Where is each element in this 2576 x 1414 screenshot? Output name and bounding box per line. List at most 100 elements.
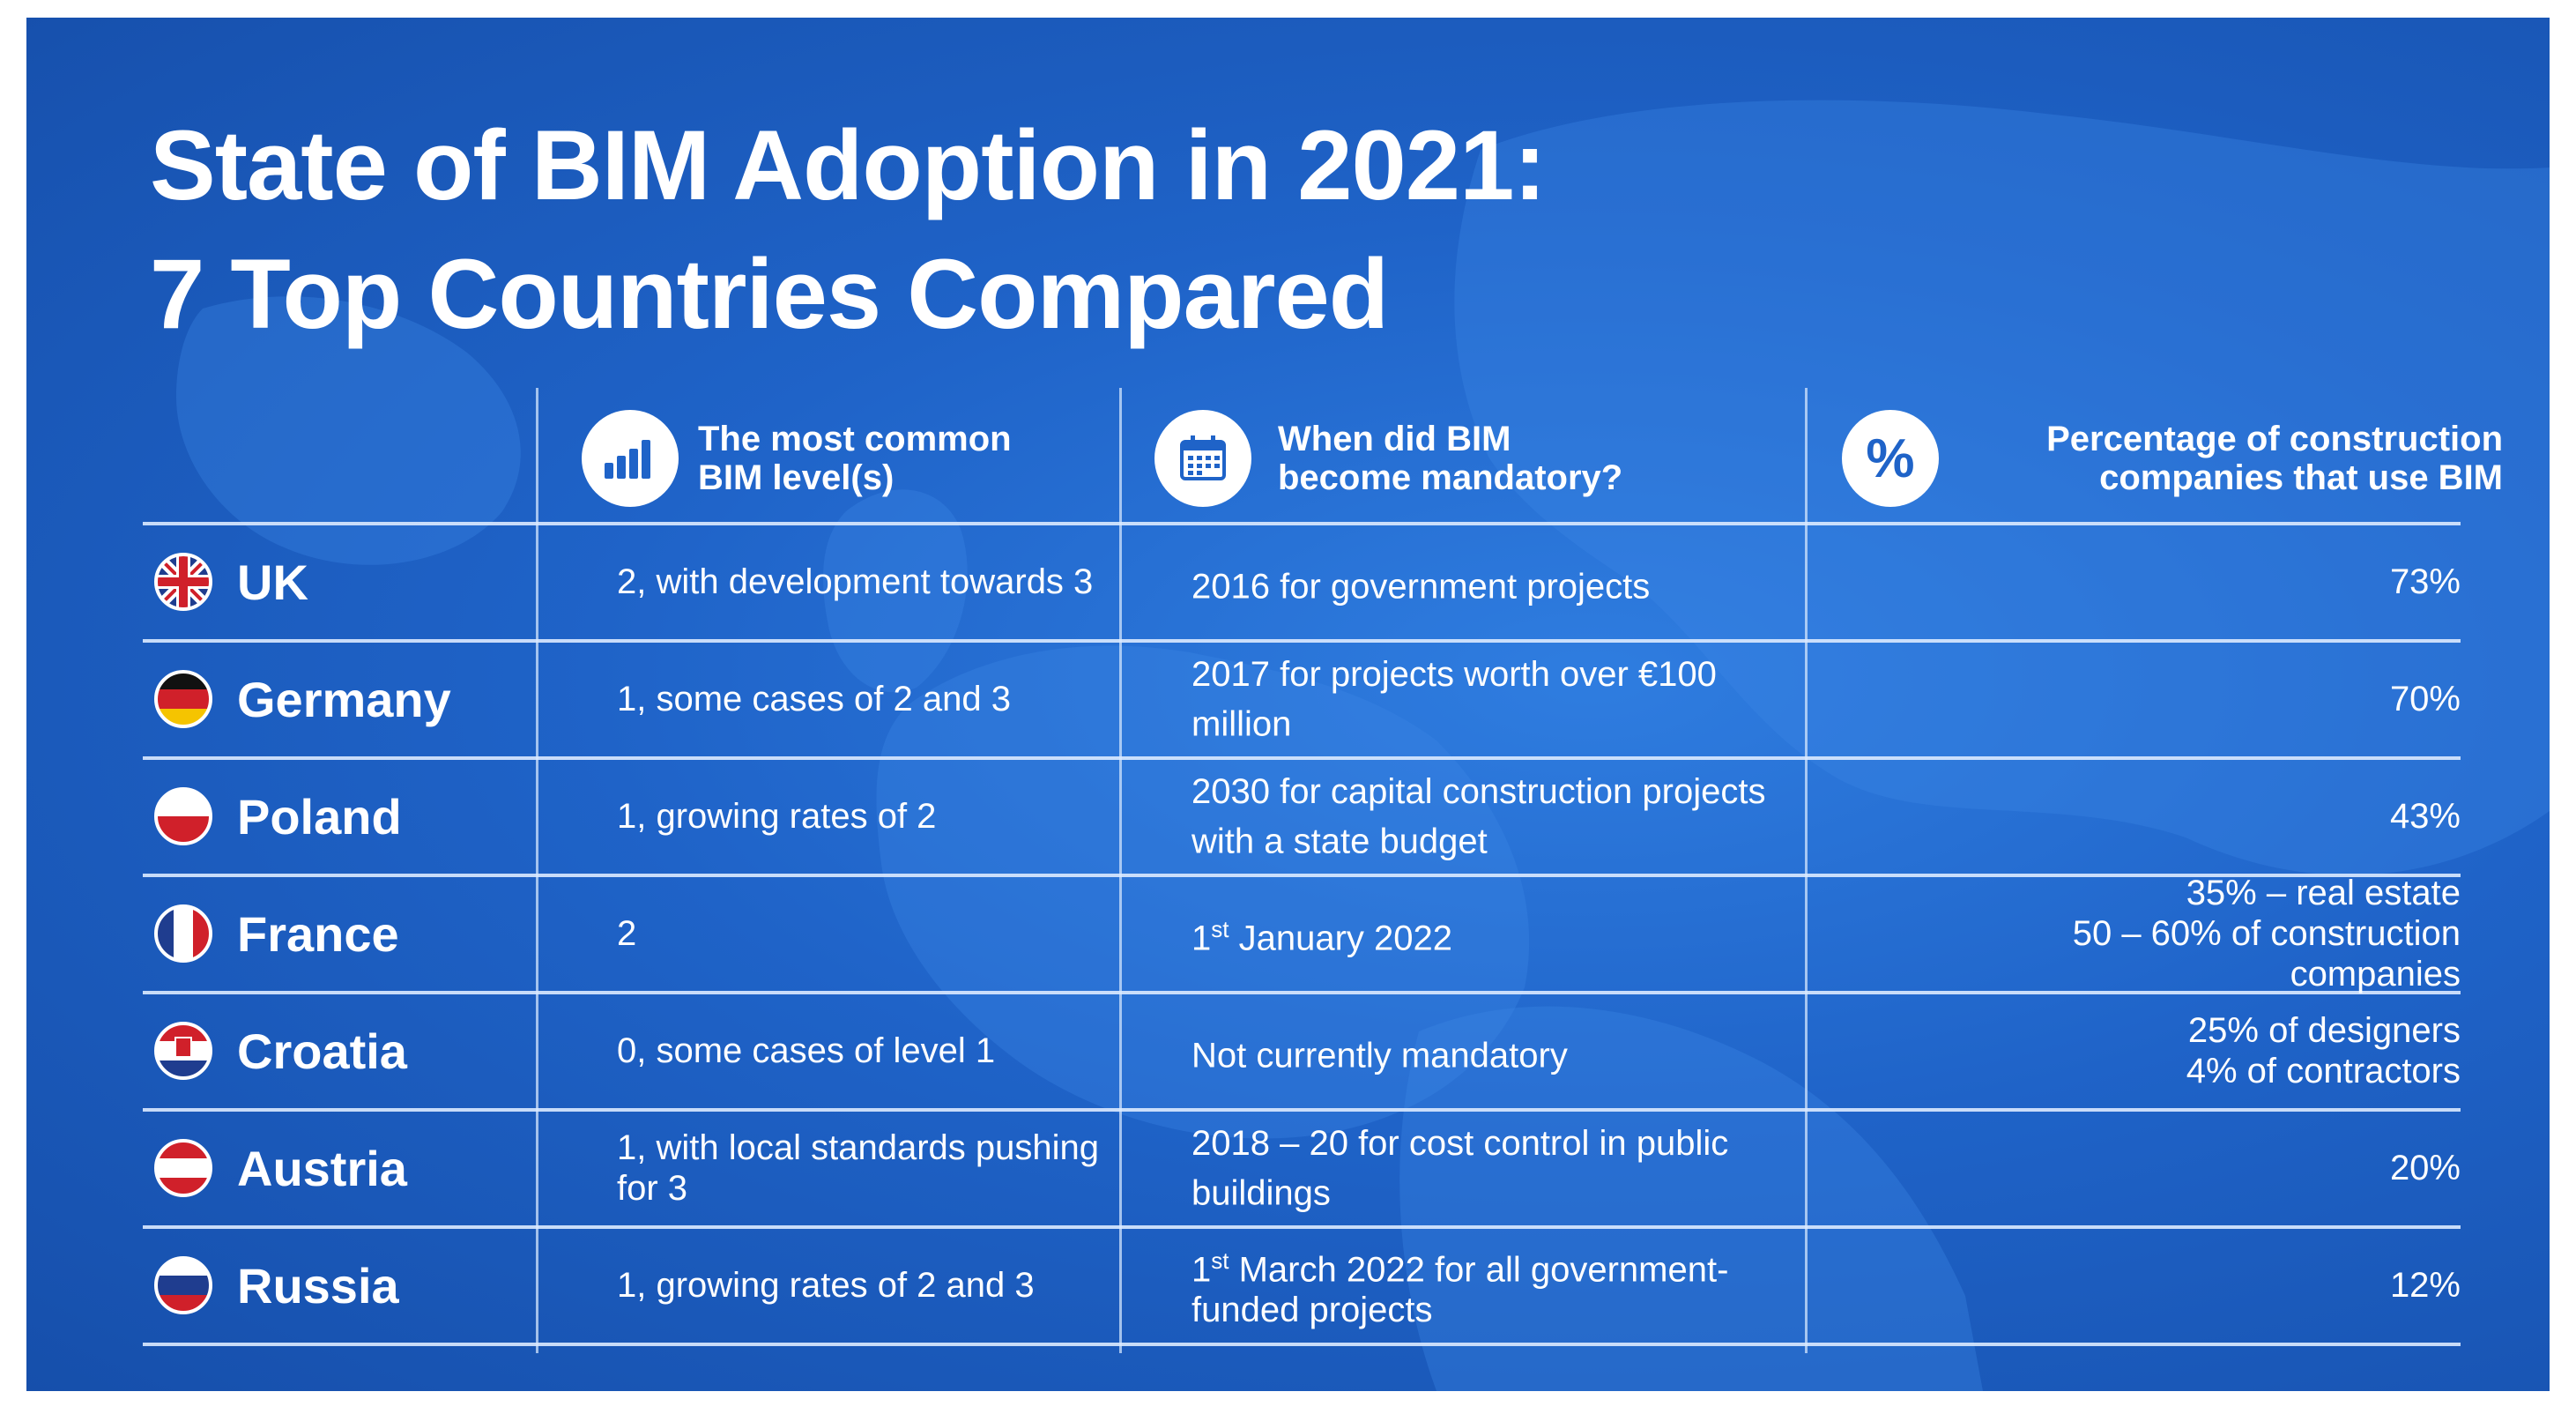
- percentage-value: 25% of designers: [2187, 1011, 2461, 1050]
- country-name: Austria: [237, 1140, 407, 1196]
- bim-level-text: 1, growing rates of 2: [617, 797, 937, 836]
- bim-level-cell: 2: [617, 876, 1110, 991]
- percentage-cell: 73%: [1897, 525, 2461, 639]
- percentage-cell: 25% of designers 4% of contractors: [1897, 994, 2461, 1108]
- mandatory-main: 2030 for capital construction projects w…: [1191, 771, 1766, 861]
- mandatory-main: 1: [1191, 919, 1212, 958]
- bim-level-cell: 2, with development towards 3: [617, 525, 1110, 639]
- country-name: Poland: [237, 788, 402, 845]
- mandatory-text: 2016 for government projects: [1191, 557, 1650, 607]
- header-mandatory-label: When did BIM become mandatory?: [1278, 420, 1623, 497]
- header-bim-level: The most common BIM level(s): [582, 388, 1068, 529]
- percent-icon: %: [1842, 410, 1939, 507]
- percentage-value-secondary: 50 – 60% of construction companies: [2072, 914, 2461, 994]
- russia-flag-icon: [154, 1256, 212, 1314]
- title-line-2: 7 Top Countries Compared: [150, 239, 1389, 349]
- uk-flag-icon: [154, 553, 212, 611]
- mandatory-text: Not currently mandatory: [1191, 1026, 1568, 1075]
- percentage-cell: 70%: [1897, 642, 2461, 756]
- croatia-flag-icon: [154, 1022, 212, 1080]
- mandatory-ordinal: st: [1211, 915, 1229, 942]
- percentage-value: 70%: [2389, 680, 2461, 718]
- mandatory-text: 2018 – 20 for cost control in public bui…: [1191, 1123, 1791, 1213]
- bim-level-text: 2, with development towards 3: [617, 562, 1094, 601]
- mandatory-text: 2030 for capital construction projects w…: [1191, 771, 1791, 861]
- mandatory-main: 2016 for government projects: [1191, 567, 1651, 607]
- bim-level-text: 0, some cases of level 1: [617, 1031, 996, 1070]
- row-divider: [143, 639, 2461, 643]
- column-divider: [1805, 388, 1808, 1353]
- bim-level-text: 1, growing rates of 2 and 3: [617, 1266, 1035, 1305]
- mandatory-text: 1st January 2022: [1191, 909, 1452, 958]
- mandatory-cell: 2030 for capital construction projects w…: [1191, 759, 1791, 874]
- bim-level-text: 2: [617, 914, 637, 953]
- mandatory-cell: 2017 for projects worth over €100 millio…: [1191, 642, 1791, 756]
- country-name: France: [237, 905, 399, 962]
- country-name: Russia: [237, 1257, 399, 1314]
- column-divider: [536, 388, 538, 1353]
- column-divider: [1119, 388, 1122, 1353]
- bim-level-cell: 1, with local standards pushing for 3: [617, 1111, 1110, 1225]
- row-divider: [143, 756, 2461, 760]
- infographic-title: State of BIM Adoption in 2021: 7 Top Cou…: [150, 101, 1547, 359]
- world-map-background: [176, 100, 2550, 1391]
- percentage-cell: 20%: [1897, 1111, 2461, 1225]
- percent-symbol: %: [1866, 428, 1915, 489]
- country-label: Poland: [154, 759, 402, 874]
- country-label: Austria: [154, 1111, 407, 1225]
- percentage-cell: 43%: [1897, 759, 2461, 874]
- country-label: Croatia: [154, 994, 407, 1108]
- mandatory-cell: 2018 – 20 for cost control in public bui…: [1191, 1111, 1791, 1225]
- row-divider: [143, 522, 2461, 525]
- bim-level-text: 1, with local standards pushing for 3: [617, 1128, 1099, 1208]
- bim-level-cell: 1, growing rates of 2: [617, 759, 1110, 874]
- country-name: UK: [237, 554, 308, 610]
- header-percentage: % Percentage of construction companies t…: [1842, 388, 2503, 529]
- row-divider: [143, 1108, 2461, 1112]
- row-divider: [143, 991, 2461, 994]
- bim-level-cell: 0, some cases of level 1: [617, 994, 1110, 1108]
- germany-flag-icon: [154, 670, 212, 728]
- mandatory-main: 2018 – 20 for cost control in public bui…: [1191, 1123, 1729, 1213]
- bim-level-cell: 1, growing rates of 2 and 3: [617, 1228, 1110, 1343]
- austria-flag-icon: [154, 1139, 212, 1197]
- mandatory-text: 2017 for projects worth over €100 millio…: [1191, 654, 1791, 744]
- header-percentage-label: Percentage of construction companies tha…: [2046, 420, 2503, 497]
- mandatory-cell: 1st March 2022 for all government-funded…: [1191, 1228, 1791, 1343]
- mandatory-ordinal: st: [1211, 1247, 1229, 1274]
- country-label: UK: [154, 525, 308, 639]
- row-divider: [143, 874, 2461, 877]
- row-divider: [143, 1343, 2461, 1346]
- percentage-value: 73%: [2389, 562, 2461, 601]
- percentage-value: 12%: [2389, 1266, 2461, 1305]
- percentage-cell: 12%: [1897, 1228, 2461, 1343]
- mandatory-rest: March 2022 for all government-funded pro…: [1191, 1250, 1729, 1330]
- mandatory-cell: Not currently mandatory: [1191, 994, 1791, 1108]
- header-bim-level-label: The most common BIM level(s): [698, 420, 1012, 497]
- country-name: Germany: [237, 671, 451, 727]
- country-label: France: [154, 876, 399, 991]
- calendar-icon: [1154, 410, 1251, 507]
- title-line-1: State of BIM Adoption in 2021:: [150, 110, 1547, 220]
- mandatory-main: Not currently mandatory: [1191, 1036, 1568, 1075]
- mandatory-main: 1: [1191, 1250, 1212, 1290]
- mandatory-text: 1st March 2022 for all government-funded…: [1191, 1240, 1791, 1330]
- mandatory-rest: January 2022: [1229, 919, 1452, 958]
- bim-level-cell: 1, some cases of 2 and 3: [617, 642, 1110, 756]
- country-name: Croatia: [237, 1023, 407, 1079]
- country-label: Germany: [154, 642, 451, 756]
- header-mandatory: When did BIM become mandatory?: [1154, 388, 1648, 529]
- percentage-value-secondary: 4% of contractors: [2186, 1052, 2461, 1090]
- mandatory-cell: 1st January 2022: [1191, 876, 1791, 991]
- country-label: Russia: [154, 1228, 399, 1343]
- row-divider: [143, 1225, 2461, 1229]
- mandatory-cell: 2016 for government projects: [1191, 525, 1791, 639]
- bar-chart-icon: [582, 410, 679, 507]
- poland-flag-icon: [154, 787, 212, 845]
- percentage-value: 43%: [2389, 797, 2461, 836]
- france-flag-icon: [154, 904, 212, 963]
- infographic-card: State of BIM Adoption in 2021: 7 Top Cou…: [26, 18, 2550, 1391]
- bim-level-text: 1, some cases of 2 and 3: [617, 680, 1011, 718]
- percentage-cell: 35% – real estate 50 – 60% of constructio…: [1897, 874, 2461, 994]
- percentage-value: 20%: [2389, 1149, 2461, 1187]
